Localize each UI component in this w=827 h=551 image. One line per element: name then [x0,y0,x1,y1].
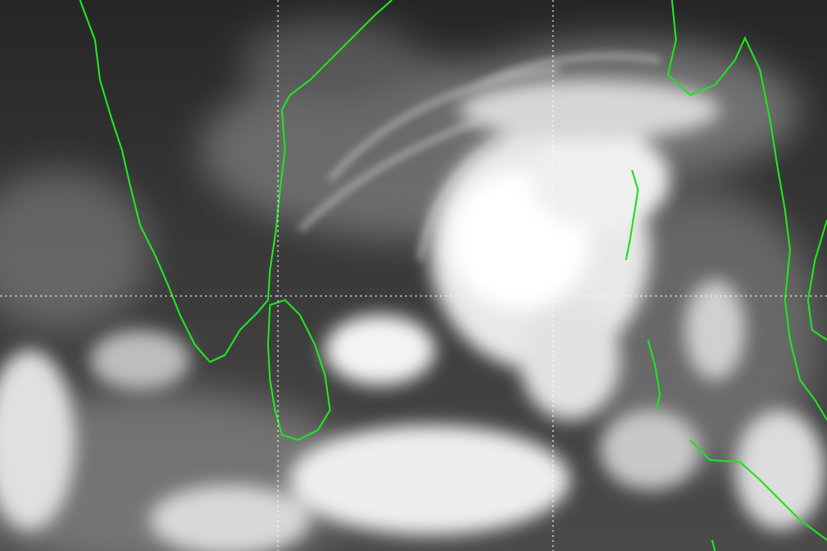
myanmar-coast-east [807,219,827,341]
andaman-islands [625,169,661,411]
cloud-bands [297,53,661,261]
cloud-layer-bright [0,80,825,551]
myanmar-coast [667,0,827,421]
coastlines [79,0,827,551]
sumatra-coast [689,439,827,551]
sri-lanka-coast [267,298,331,441]
india-coast [79,0,393,364]
